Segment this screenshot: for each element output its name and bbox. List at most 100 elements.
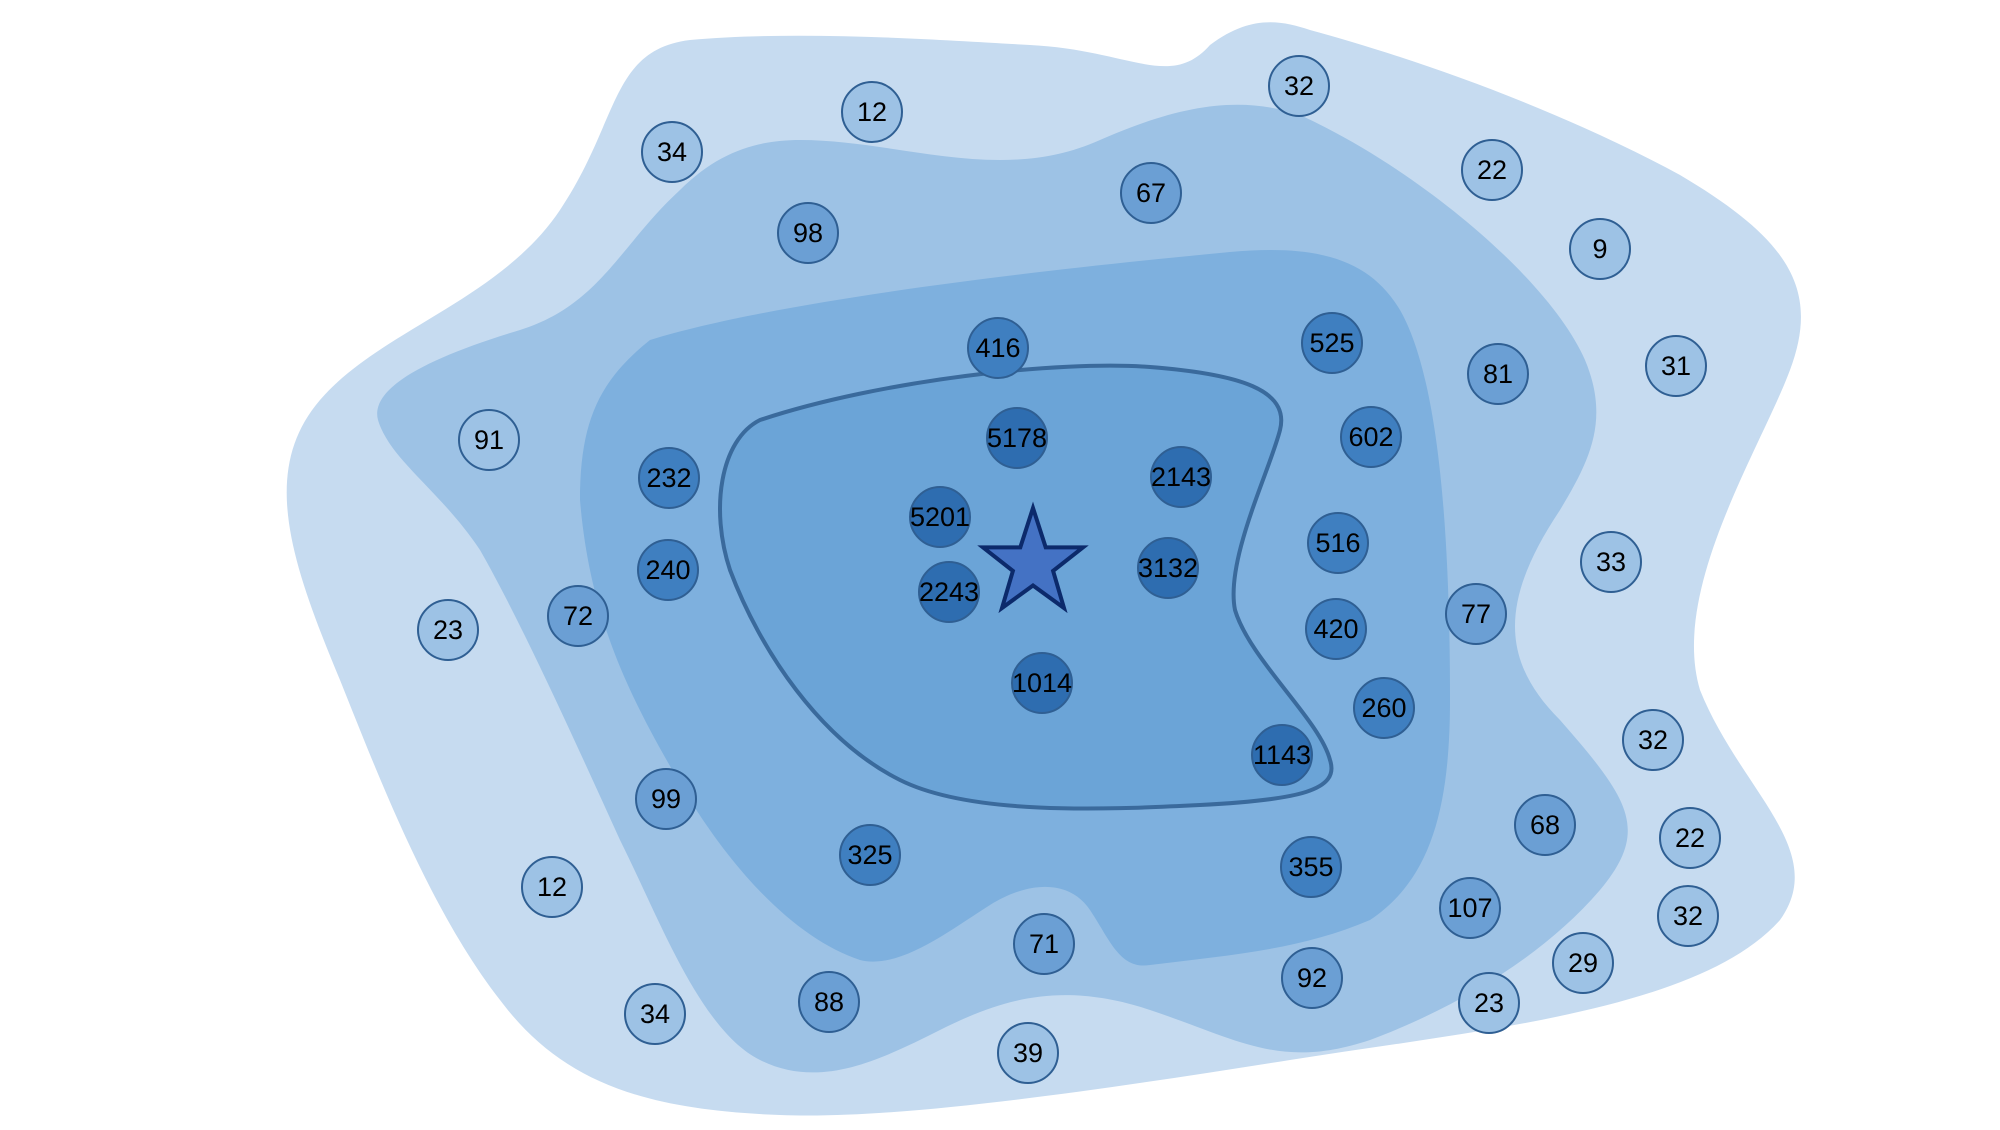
node-bubble: 67 — [1120, 162, 1182, 224]
node-circle — [638, 447, 700, 509]
node-label: 32 — [1284, 71, 1314, 101]
node-circle — [1340, 406, 1402, 468]
node-circle — [417, 599, 479, 661]
node-bubble: 91 — [458, 409, 520, 471]
node-bubble: 81 — [1467, 343, 1529, 405]
node-bubble: 420 — [1305, 598, 1367, 660]
node-label: 92 — [1297, 963, 1327, 993]
node-circle — [1645, 335, 1707, 397]
node-bubble: 260 — [1353, 677, 1415, 739]
node-label: 22 — [1477, 155, 1507, 185]
node-label: 91 — [474, 425, 504, 455]
node-label: 88 — [814, 987, 844, 1017]
node-circle — [1461, 139, 1523, 201]
node-label: 2143 — [1151, 462, 1211, 492]
node-bubble: 29 — [1552, 932, 1614, 994]
node-circle — [1280, 836, 1342, 898]
node-label: 5178 — [987, 423, 1047, 453]
node-layer: 32 12 34 22 9 31 91 23 33 32 22 32 29 23 12 34 39 67 98 81 7… — [417, 55, 1721, 1084]
node-label: 23 — [433, 615, 463, 645]
node-bubble: 92 — [1281, 947, 1343, 1009]
node-bubble: 232 — [638, 447, 700, 509]
node-bubble: 1143 — [1251, 724, 1313, 786]
node-circle — [1552, 932, 1614, 994]
node-bubble: 31 — [1645, 335, 1707, 397]
node-label: 1014 — [1012, 668, 1072, 698]
node-label: 240 — [645, 555, 690, 585]
node-bubble: 5178 — [986, 407, 1048, 469]
node-label: 68 — [1530, 810, 1560, 840]
node-circle — [1622, 709, 1684, 771]
node-label: 9 — [1592, 234, 1607, 264]
core-outline — [718, 363, 1334, 811]
node-bubble: 107 — [1439, 877, 1501, 939]
node-circle — [1439, 877, 1501, 939]
node-bubble: 516 — [1307, 512, 1369, 574]
node-label: 22 — [1675, 823, 1705, 853]
node-bubble: 22 — [1659, 807, 1721, 869]
node-label: 5201 — [910, 502, 970, 532]
node-label: 39 — [1013, 1038, 1043, 1068]
node-bubble: 34 — [641, 121, 703, 183]
node-circle — [1353, 677, 1415, 739]
node-circle — [1657, 885, 1719, 947]
node-circle — [637, 539, 699, 601]
node-label: 2243 — [919, 577, 979, 607]
node-circle — [967, 317, 1029, 379]
node-circle — [547, 585, 609, 647]
node-circle — [1301, 312, 1363, 374]
node-circle — [1013, 913, 1075, 975]
node-circle — [641, 121, 703, 183]
node-bubble: 602 — [1340, 406, 1402, 468]
node-bubble: 3132 — [1137, 537, 1199, 599]
node-circle — [1120, 162, 1182, 224]
node-label: 602 — [1348, 422, 1393, 452]
node-circle — [839, 824, 901, 886]
node-circle — [997, 1022, 1059, 1084]
node-circle — [918, 561, 980, 623]
node-label: 516 — [1315, 528, 1360, 558]
node-circle — [1458, 972, 1520, 1034]
node-label: 107 — [1447, 893, 1492, 923]
node-label: 77 — [1461, 599, 1491, 629]
node-circle — [635, 768, 697, 830]
node-label: 31 — [1661, 351, 1691, 381]
node-circle — [1569, 218, 1631, 280]
node-bubble: 32 — [1657, 885, 1719, 947]
node-label: 355 — [1288, 852, 1333, 882]
node-label: 29 — [1568, 948, 1598, 978]
node-label: 67 — [1136, 178, 1166, 208]
node-label: 12 — [857, 97, 887, 127]
node-circle — [521, 856, 583, 918]
node-bubble: 34 — [624, 983, 686, 1045]
node-bubble: 39 — [997, 1022, 1059, 1084]
node-circle — [777, 202, 839, 264]
node-bubble: 12 — [521, 856, 583, 918]
node-label: 325 — [847, 840, 892, 870]
node-bubble: 9 — [1569, 218, 1631, 280]
node-circle — [1251, 724, 1313, 786]
node-circle — [1580, 531, 1642, 593]
node-bubble: 32 — [1622, 709, 1684, 771]
node-bubble: 240 — [637, 539, 699, 601]
node-label: 23 — [1474, 988, 1504, 1018]
node-circle — [986, 407, 1048, 469]
node-circle — [1281, 947, 1343, 1009]
node-circle — [1011, 652, 1073, 714]
node-label: 98 — [793, 218, 823, 248]
node-bubble: 325 — [839, 824, 901, 886]
node-circle — [1268, 55, 1330, 117]
node-circle — [798, 971, 860, 1033]
node-label: 34 — [640, 999, 670, 1029]
node-circle — [841, 81, 903, 143]
node-bubble: 68 — [1514, 794, 1576, 856]
node-circle — [1514, 794, 1576, 856]
node-bubble: 1014 — [1011, 652, 1073, 714]
node-label: 12 — [537, 872, 567, 902]
node-circle — [1445, 583, 1507, 645]
node-circle — [624, 983, 686, 1045]
node-bubble: 33 — [1580, 531, 1642, 593]
node-label: 3132 — [1138, 553, 1198, 583]
node-bubble: 98 — [777, 202, 839, 264]
node-bubble: 23 — [1458, 972, 1520, 1034]
